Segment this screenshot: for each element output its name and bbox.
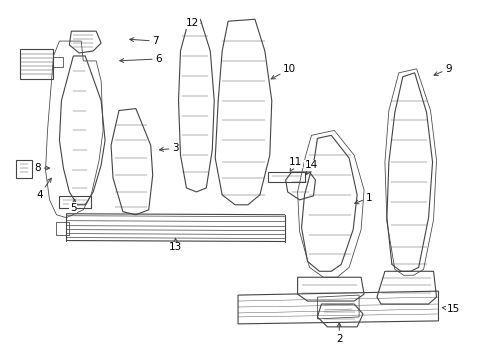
Text: 7: 7 [129,36,159,46]
Text: 6: 6 [120,54,162,64]
Text: 9: 9 [433,64,451,76]
Text: 4: 4 [36,178,51,200]
Text: 12: 12 [185,18,199,28]
Text: 13: 13 [168,238,182,252]
Text: 14: 14 [304,160,318,175]
Text: 5: 5 [70,199,77,213]
Text: 10: 10 [271,64,296,79]
Text: 11: 11 [288,157,302,171]
Text: 2: 2 [335,323,342,344]
Text: 15: 15 [442,304,459,314]
Text: 1: 1 [354,193,371,204]
Text: 8: 8 [34,163,49,173]
Text: 3: 3 [159,143,179,153]
